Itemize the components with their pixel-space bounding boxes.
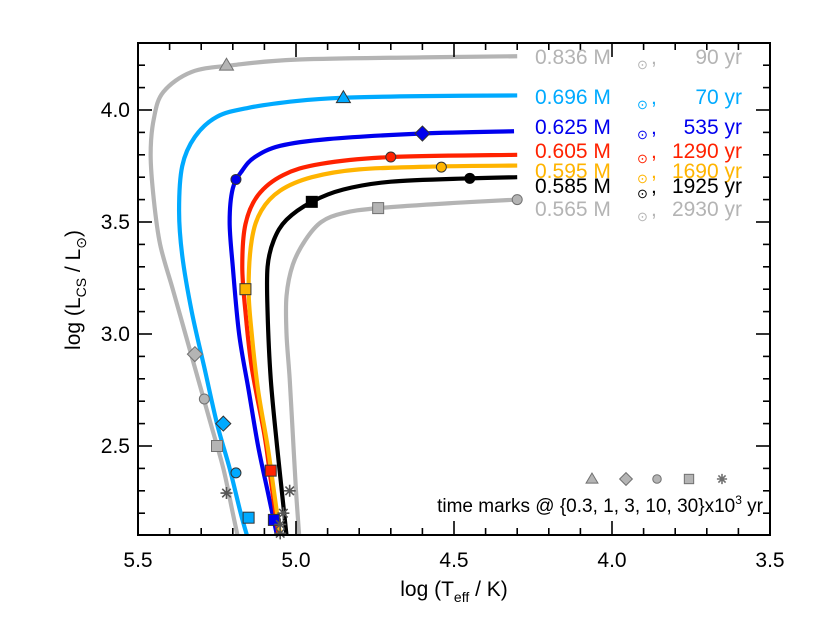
circle-icon bbox=[385, 151, 397, 163]
time-marks-symbols bbox=[585, 471, 728, 487]
svg-text:70 yr: 70 yr bbox=[695, 86, 742, 109]
y-tick-label: 2.5 bbox=[101, 435, 130, 458]
legend-entry-0.595: 0.595 M ⊙, 1690 yr bbox=[535, 160, 742, 186]
diamond-icon bbox=[618, 471, 634, 487]
y-tick-label: 3.5 bbox=[101, 211, 130, 234]
track-0.625 bbox=[227, 129, 515, 535]
svg-text:,: , bbox=[651, 175, 657, 198]
circle-icon bbox=[511, 194, 523, 206]
svg-text:,: , bbox=[651, 46, 657, 69]
time-marks-legend: time marks @ {0.3, 1, 3, 10, 30}x103 yr bbox=[437, 471, 764, 517]
star-icon bbox=[716, 473, 728, 485]
square-icon bbox=[211, 440, 223, 452]
svg-text:1690 yr: 1690 yr bbox=[672, 160, 742, 183]
axes-frame: 5.5 5.0 4.5 4.0 3.5 2.5 3.0 3.5 4.0 bbox=[101, 41, 785, 572]
star-icon bbox=[274, 527, 287, 540]
svg-text:2930 yr: 2930 yr bbox=[672, 198, 742, 221]
triangle-icon bbox=[335, 89, 352, 104]
triangle-icon bbox=[218, 57, 235, 71]
square-icon bbox=[372, 202, 385, 215]
x-tick-label: 4.5 bbox=[439, 549, 468, 572]
track-0.585 bbox=[264, 175, 518, 535]
time-marks-label: time marks @ {0.3, 1, 3, 10, 30}x103 yr bbox=[437, 493, 764, 517]
legend-entry-0.605: 0.605 M ⊙, 1290 yr bbox=[535, 140, 742, 166]
square-icon bbox=[239, 283, 252, 296]
sun-symbol-icon: ⊙ bbox=[637, 151, 648, 166]
svg-text:1925 yr: 1925 yr bbox=[672, 175, 742, 198]
svg-text:,: , bbox=[651, 86, 657, 109]
svg-text:0.585 M: 0.585 M bbox=[535, 175, 611, 198]
svg-text:0.696 M: 0.696 M bbox=[535, 86, 611, 109]
sun-symbol-icon: ⊙ bbox=[637, 127, 648, 142]
sun-symbol-icon: ⊙ bbox=[637, 57, 648, 72]
square-icon bbox=[267, 513, 280, 526]
y-tick-label: 3.0 bbox=[101, 323, 130, 346]
legend-entry-0.585: 0.585 M ⊙, 1925 yr bbox=[535, 175, 742, 201]
track-0.595 bbox=[246, 163, 518, 535]
diamond-icon bbox=[215, 415, 232, 432]
time-mark-markers bbox=[186, 57, 523, 540]
svg-text:0.595 M: 0.595 M bbox=[535, 160, 611, 183]
svg-text:log (LCS / L⊙): log (LCS / L⊙) bbox=[62, 230, 89, 350]
x-tick-label: 3.5 bbox=[755, 549, 784, 572]
track-0.565 bbox=[283, 197, 518, 535]
svg-text:,: , bbox=[651, 198, 657, 221]
track-legend: 0.836 M ⊙, 90 yr 0.696 M ⊙, 70 yr 0.625 M ⊙, 535… bbox=[535, 46, 742, 224]
svg-text:,: , bbox=[651, 140, 657, 163]
circle-icon bbox=[652, 474, 662, 484]
square-icon bbox=[683, 473, 695, 485]
sun-symbol-icon: ⊙ bbox=[637, 186, 648, 201]
legend-entry-0.625: 0.625 M ⊙, 535 yr bbox=[535, 116, 742, 142]
svg-text:535 yr: 535 yr bbox=[684, 116, 742, 139]
y-axis-label: log (LCS / L⊙) bbox=[62, 230, 89, 350]
sun-symbol-icon: ⊙ bbox=[637, 209, 648, 224]
sun-symbol-icon: ⊙ bbox=[637, 171, 648, 186]
svg-text:90 yr: 90 yr bbox=[695, 46, 742, 69]
svg-text:0.565 M: 0.565 M bbox=[535, 198, 611, 221]
diamond-icon bbox=[186, 345, 204, 363]
star-icon bbox=[274, 518, 287, 531]
circle-icon bbox=[230, 467, 242, 479]
x-tick-label: 5.5 bbox=[123, 549, 152, 572]
circle-icon bbox=[435, 161, 447, 173]
legend-entry-0.696: 0.696 M ⊙, 70 yr bbox=[535, 86, 742, 112]
star-icon bbox=[220, 487, 233, 500]
star-icon bbox=[277, 507, 290, 520]
square-icon bbox=[264, 464, 277, 477]
svg-text:,: , bbox=[651, 116, 657, 139]
svg-text:0.836 M: 0.836 M bbox=[535, 46, 611, 69]
diamond-icon bbox=[414, 125, 431, 142]
svg-text:0.605 M: 0.605 M bbox=[535, 140, 611, 163]
square-icon bbox=[305, 195, 318, 208]
square-icon bbox=[242, 511, 255, 524]
x-axis-label: log (Teff / K) bbox=[400, 578, 508, 605]
sun-symbol-icon: ⊙ bbox=[637, 97, 648, 112]
legend-entry-0.565: 0.565 M ⊙, 2930 yr bbox=[535, 198, 742, 224]
legend-entry-0.836: 0.836 M ⊙, 90 yr bbox=[535, 46, 742, 72]
circle-icon bbox=[230, 173, 242, 185]
circle-icon bbox=[198, 393, 210, 405]
svg-text:,: , bbox=[651, 160, 657, 183]
svg-text:0.625 M: 0.625 M bbox=[535, 116, 611, 139]
y-tick-label: 4.0 bbox=[101, 99, 130, 122]
star-icon bbox=[283, 484, 296, 497]
track-0.836 bbox=[148, 54, 518, 535]
evolution-tracks bbox=[148, 54, 518, 535]
svg-text:1290 yr: 1290 yr bbox=[672, 140, 742, 163]
triangle-icon bbox=[585, 472, 599, 484]
x-tick-label: 4.0 bbox=[597, 549, 626, 572]
x-tick-label: 5.0 bbox=[281, 549, 310, 572]
circle-icon bbox=[464, 172, 476, 184]
